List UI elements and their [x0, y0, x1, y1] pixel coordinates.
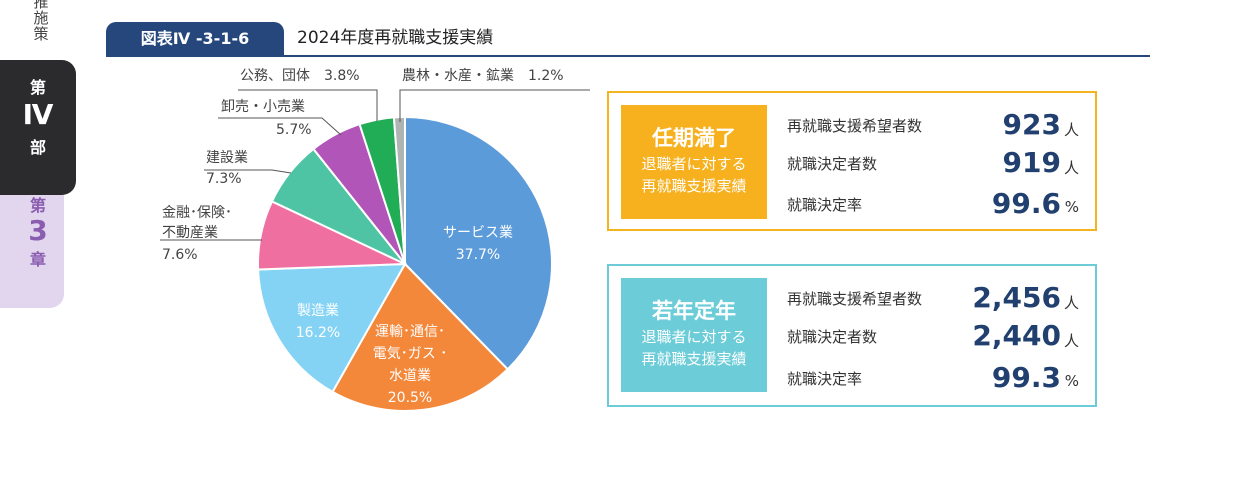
- row-unit: 人: [1063, 121, 1079, 139]
- figure-title: 2024年度再就職支援実績: [297, 28, 494, 48]
- label-retail-value: 5.7%: [276, 122, 312, 138]
- pie-slice-0: [404, 115, 553, 371]
- label-services-value: 37.7%: [456, 247, 500, 263]
- row-value: 923: [1002, 108, 1061, 141]
- row-label: 就職決定者数: [787, 155, 878, 173]
- pie-slice-1: [331, 262, 510, 412]
- summary-box-term-expiry: 任期満了 退職者に対する 再就職支援実績 再就職支援希望者数 923 人 就職決…: [607, 91, 1097, 231]
- row-label: 就職決定者数: [787, 328, 878, 346]
- label-manufacturing-value: 16.2%: [296, 325, 340, 341]
- label-finance-line1: 金融･保険･: [162, 205, 232, 221]
- summary-row: 就職決定率 99.3 %: [787, 358, 1079, 398]
- summary-box-title: 任期満了: [652, 126, 736, 150]
- label-transport-line1: 運輸･通信･: [375, 324, 445, 340]
- summary-box-subtitle-1: 退職者に対する: [641, 328, 747, 346]
- part-tab-number: Ⅳ: [22, 98, 54, 131]
- row-unit: 人: [1063, 159, 1079, 177]
- label-agri: 農林・水産・鉱業 1.2%: [402, 67, 564, 84]
- label-finance-value: 7.6%: [162, 247, 198, 263]
- row-label: 就職決定率: [787, 370, 863, 388]
- row-label: 再就職支援希望者数: [787, 290, 923, 308]
- row-label: 就職決定率: [787, 196, 863, 214]
- leader-lines: [160, 89, 590, 241]
- row-unit: %: [1064, 198, 1079, 216]
- leader-line-construction: [204, 169, 292, 174]
- row-value: 2,440: [972, 319, 1061, 352]
- row-value: 99.3: [991, 361, 1061, 394]
- row-value: 99.6: [991, 187, 1061, 220]
- summary-row: 再就職支援希望者数 2,456 人: [787, 278, 1079, 318]
- part-tab-prefix: 第: [29, 78, 46, 97]
- pie-slice-2: [257, 262, 407, 394]
- chapter-tab: 第 3 章: [0, 180, 64, 308]
- leader-line-retail: [218, 117, 342, 136]
- label-services-name: サービス業: [443, 225, 513, 241]
- chapter-tab-suffix: 章: [29, 250, 46, 269]
- pie-slice-7: [392, 115, 406, 265]
- row-value: 2,456: [972, 281, 1061, 314]
- leader-line-public: [238, 89, 378, 121]
- pie-slices: [257, 115, 553, 412]
- label-manufacturing-name: 製造業: [297, 303, 339, 319]
- label-construction-name: 建設業: [206, 150, 248, 166]
- figure-number-badge: 図表Ⅳ -3-1-6: [106, 22, 284, 55]
- row-unit: 人: [1063, 294, 1079, 312]
- chapter-tab-prefix: 第: [29, 196, 46, 215]
- row-unit: %: [1064, 372, 1079, 390]
- summary-box-subtitle-2: 再就職支援実績: [641, 177, 747, 195]
- summary-row: 就職決定者数 2,440 人: [787, 316, 1079, 356]
- summary-box-subtitle-1: 退職者に対する: [641, 155, 747, 173]
- summary-box-title: 若年定年: [652, 299, 736, 323]
- label-transport-line3: 水道業: [389, 368, 431, 384]
- summary-row: 就職決定率 99.6 %: [787, 184, 1079, 224]
- summary-row: 就職決定者数 919 人: [787, 143, 1079, 183]
- summary-box-tag: 若年定年 退職者に対する 再就職支援実績: [621, 278, 767, 392]
- row-label: 再就職支援希望者数: [787, 117, 923, 135]
- header-rule: [106, 55, 1150, 57]
- label-finance-line2: 不動産業: [162, 225, 218, 241]
- label-transport-value: 20.5%: [388, 390, 432, 406]
- row-unit: 人: [1063, 332, 1079, 350]
- summary-box-tag: 任期満了 退職者に対する 再就職支援実績: [621, 105, 767, 219]
- summary-box-subtitle-2: 再就職支援実績: [641, 350, 747, 368]
- label-construction-value: 7.3%: [206, 171, 242, 187]
- label-public: 公務、団体 3.8%: [240, 68, 360, 84]
- summary-row: 再就職支援希望者数 923 人: [787, 105, 1079, 145]
- leader-line-agri: [399, 89, 590, 122]
- chapter-tab-number: 3: [28, 214, 48, 247]
- side-section-text: 推施策: [33, 0, 49, 43]
- label-transport-line2: 電気･ガス ･: [373, 346, 447, 362]
- part-tab: 第 Ⅳ 部: [0, 60, 76, 195]
- row-value: 919: [1002, 146, 1061, 179]
- label-retail-name: 卸売・小売業: [221, 99, 305, 115]
- summary-box-young-retirement: 若年定年 退職者に対する 再就職支援実績 再就職支援希望者数 2,456 人 就…: [607, 264, 1097, 407]
- part-tab-suffix: 部: [29, 138, 46, 157]
